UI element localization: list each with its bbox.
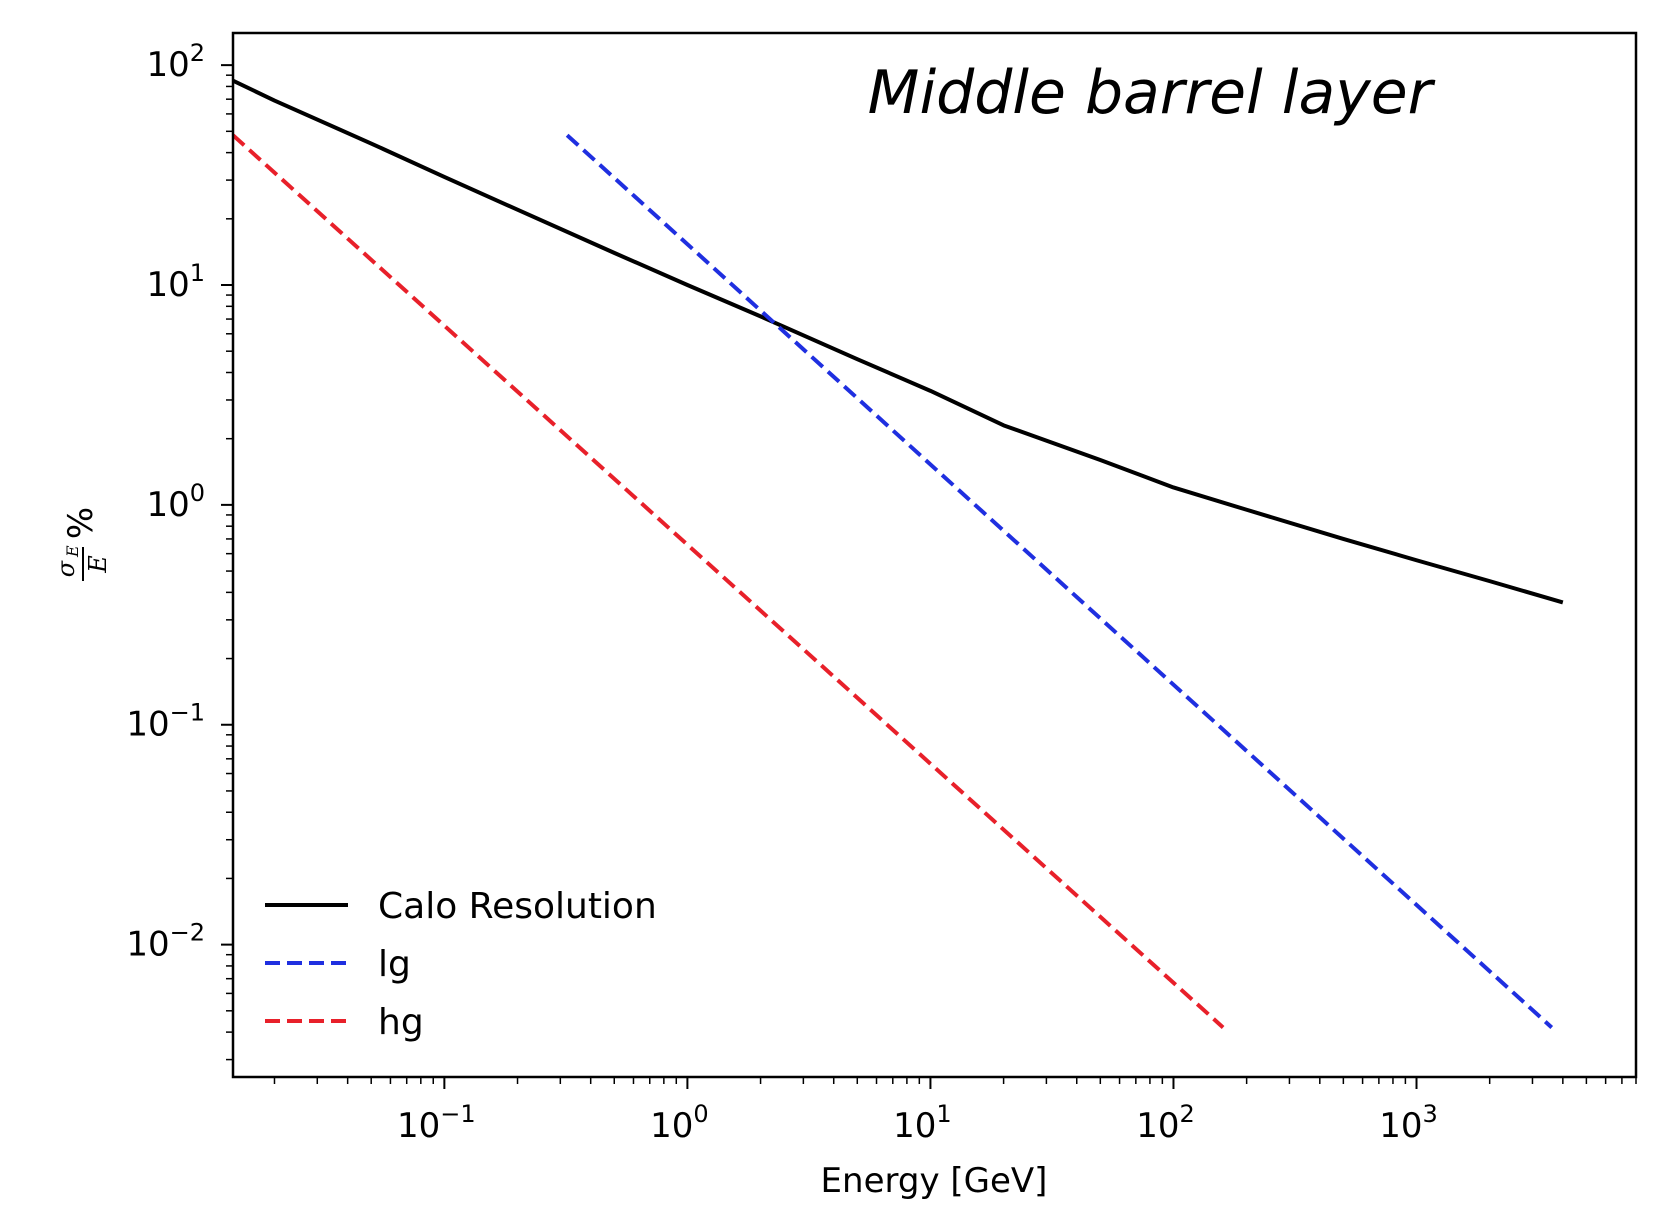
legend-label-calo: Calo Resolution	[378, 886, 657, 927]
x-tick-label: 103	[1379, 1100, 1438, 1146]
y-tick-label: 101	[146, 259, 205, 305]
legend-label-hg: hg	[378, 1002, 424, 1043]
x-axis-label: Energy [GeV]	[821, 1161, 1048, 1201]
x-tick-label: 10−1	[397, 1100, 476, 1146]
y-axis-label: σ E E %	[52, 507, 112, 581]
series-line-hg	[233, 133, 1225, 1029]
y-axis-label-sigma-sub: E	[63, 545, 82, 558]
x-tick-label: 101	[893, 1100, 952, 1146]
y-tick-label: 100	[146, 479, 205, 525]
x-tick-label: 100	[650, 1100, 709, 1146]
chart-title: Middle barrel layer	[868, 58, 1436, 128]
series-line-lg	[565, 133, 1554, 1029]
y-axis-label-denominator: E	[84, 555, 112, 574]
y-tick-label: 10−1	[126, 699, 205, 745]
series-line-calo-resolution	[233, 78, 1564, 605]
plot-frame	[231, 31, 1638, 1079]
x-tick-label: 102	[1136, 1100, 1195, 1146]
y-tick-label: 102	[146, 39, 205, 85]
legend-label-lg: lg	[378, 944, 411, 985]
y-axis-label-unit: %	[61, 507, 101, 539]
legend: Calo Resolution lg hg	[265, 886, 657, 1043]
y-tick-label: 10−2	[126, 919, 205, 965]
y-axis-label-sigma: σ	[52, 560, 80, 577]
